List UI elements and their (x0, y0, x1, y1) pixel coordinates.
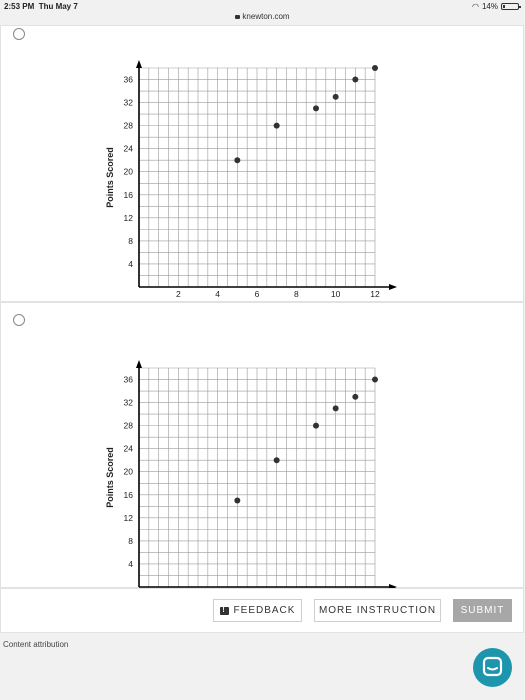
wifi-icon: ◠ (472, 2, 479, 11)
x-axis-arrow (389, 284, 397, 290)
submit-label: SUBMIT (460, 605, 505, 616)
x-tick-label: 10 (331, 289, 341, 299)
y-tick-label: 4 (128, 559, 133, 569)
y-tick-label: 16 (124, 190, 134, 200)
data-point (332, 405, 339, 412)
data-point (313, 105, 319, 112)
x-tick-label: 6 (255, 289, 260, 299)
y-tick-label: 20 (124, 467, 134, 477)
option-1-radio[interactable] (13, 28, 25, 40)
y-tick-label: 20 (124, 167, 134, 177)
y-tick-label: 36 (124, 75, 134, 85)
data-point (273, 122, 280, 129)
data-point (273, 457, 280, 464)
chat-button[interactable] (473, 648, 512, 687)
submit-button[interactable]: SUBMIT (453, 599, 512, 622)
feedback-label: FEEDBACK (233, 605, 296, 616)
y-tick-label: 12 (124, 513, 134, 523)
y-tick-label: 8 (128, 536, 133, 546)
data-point (313, 422, 319, 429)
url-text: knewton.com (242, 12, 290, 21)
data-point (234, 157, 241, 164)
y-tick-label: 24 (124, 444, 134, 454)
y-axis-arrow (136, 360, 142, 368)
x-tick-label: 2 (176, 289, 181, 299)
y-tick-label: 28 (124, 121, 134, 131)
x-tick-label: 4 (215, 289, 220, 299)
option-2-scatter-chart: 246810124812162024283236Hours Practicing… (105, 360, 397, 610)
lock-icon (235, 15, 241, 19)
data-point (372, 376, 378, 383)
more-instruction-button[interactable]: MORE INSTRUCTION (314, 599, 441, 622)
option-1-scatter-chart: 246810124812162024283236Hours Practicing… (105, 60, 397, 299)
status-bar: 2:53 PM Thu May 7 ◠ 14% (0, 0, 525, 12)
y-axis-label: Points Scored (105, 447, 115, 508)
x-tick-label: 12 (370, 289, 380, 299)
status-right: ◠ 14% (472, 2, 521, 11)
y-tick-label: 28 (124, 421, 134, 431)
x-tick-label: 8 (294, 289, 299, 299)
y-tick-label: 32 (124, 398, 134, 408)
data-point (352, 76, 359, 83)
answer-option-1[interactable]: 246810124812162024283236Hours Practicing… (0, 25, 524, 302)
answer-option-2[interactable]: 246810124812162024283236Hours Practicing… (0, 302, 524, 610)
chat-icon (482, 656, 503, 677)
more-instruction-label: MORE INSTRUCTION (318, 605, 437, 616)
y-tick-label: 8 (128, 236, 133, 246)
data-point (352, 393, 359, 400)
y-tick-label: 4 (128, 259, 133, 269)
url-bar[interactable]: knewton.com (0, 12, 525, 25)
data-point (372, 65, 378, 71)
option-2-radio[interactable] (13, 314, 25, 326)
data-point (234, 497, 241, 504)
content-attribution-link[interactable]: Content attribution (3, 640, 69, 649)
y-tick-label: 16 (124, 490, 134, 500)
feedback-icon: ! (219, 606, 229, 615)
y-tick-label: 12 (124, 213, 134, 223)
y-axis-arrow (136, 60, 142, 68)
battery-icon (501, 3, 521, 10)
y-tick-label: 24 (124, 144, 134, 154)
y-tick-label: 32 (124, 98, 134, 108)
battery-label: 14% (481, 2, 498, 11)
y-tick-label: 36 (124, 375, 134, 385)
y-axis-label: Points Scored (105, 147, 115, 208)
feedback-button[interactable]: ! FEEDBACK (213, 599, 302, 622)
data-point (332, 93, 339, 100)
status-time: 2:53 PM Thu May 7 (4, 2, 78, 11)
